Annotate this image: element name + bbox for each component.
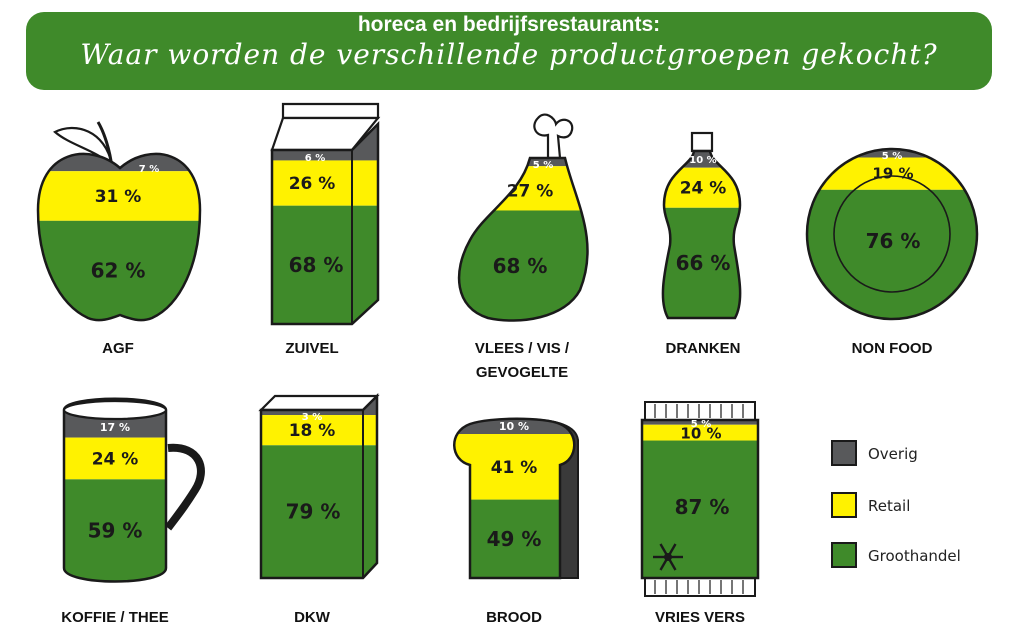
category-label: AGF [102,340,134,357]
shape-outline [661,149,742,320]
data-label-overig: 7 % [139,164,159,175]
chart-subtitle: horeca en bedrijfsrestaurants: [357,13,661,36]
category-label: DRANKEN [666,340,741,357]
shape-outline [62,397,168,583]
segment-retail [38,171,200,221]
data-label-groothandel: 49 % [487,527,542,551]
data-label-overig: 6 % [305,153,325,164]
segment-groothandel [64,479,166,582]
data-label-retail: 26 % [289,174,336,194]
segment-overig [454,418,575,434]
data-label-retail: 10 % [680,425,721,443]
segment-groothandel [272,205,378,324]
data-label-groothandel: 68 % [289,253,344,277]
data-label-groothandel: 62 % [91,258,146,282]
category-label: ZUIVEL [285,340,338,357]
segment-retail [454,434,575,500]
pictogram-agf: 7 % 31 % 62 % AGF [36,121,202,357]
data-label-retail: 41 % [491,458,538,478]
segment-retail [261,415,377,446]
shape-outline [457,156,589,322]
data-label-overig: 10 % [499,420,529,433]
data-label-overig: 3 % [302,412,322,423]
bag-top-seal [644,401,756,421]
bottle-cap [690,131,714,153]
legend-swatch-retail [831,492,857,518]
data-label-groothandel: 66 % [676,251,731,275]
category-label: NON FOOD [852,340,933,357]
pictogram-dranken: 10 % 24 % 66 % DRANKEN [661,131,742,357]
data-label-retail: 24 % [92,449,139,469]
category-label: DKW [294,609,331,626]
bone-icon [533,113,574,160]
mug-top [62,399,168,421]
data-label-groothandel: 87 % [675,495,730,519]
chart-title: Waar worden de verschillende productgroe… [80,38,938,71]
segment-groothandel [662,207,741,318]
data-label-overig: 17 % [100,421,130,434]
mug-handle [164,443,205,531]
legend: Overig Retail Groothandel [831,440,961,568]
category-label: BROOD [486,609,542,626]
data-label-retail: 31 % [95,187,142,207]
data-label-groothandel: 79 % [286,500,341,524]
legend-label-overig: Overig [868,445,918,463]
shape-outline [640,418,760,580]
pictogram-vlees: 5 % 27 % 68 % VLEES / VIS / GEVOGELTE [457,113,589,381]
pictogram-brood: 10 % 41 % 49 % BROOD [453,417,579,626]
segment-overig [807,149,977,158]
segment-retail [64,437,166,480]
legend-swatch-groothandel [831,542,857,568]
data-label-overig: 5 % [691,419,711,430]
plate-rim [833,175,951,293]
data-label-overig: 10 % [689,155,716,166]
segment-retail [272,160,378,206]
segment-groothandel [642,440,758,578]
data-label-groothandel: 59 % [88,519,143,543]
legend-swatch-overig [831,440,857,466]
title-banner: horeca en bedrijfsrestaurants: Waar word… [26,12,992,90]
segment-groothandel [807,189,977,319]
leaf-icon [53,127,114,168]
bag-bottom-seal [644,577,756,597]
box-top [258,394,380,412]
data-label-overig: 5 % [882,151,902,162]
segment-overig [642,420,758,425]
pictogram-zuivel: 6 % 26 % 68 % ZUIVEL [270,102,381,357]
data-label-overig: 5 % [533,160,553,171]
data-label-groothandel: 76 % [866,229,921,253]
category-label: VRIES VERS [655,609,745,626]
category-label-line2: GEVOGELTE [476,364,568,381]
shape-outline [453,417,576,580]
category-label: VLEES / VIS / [475,340,570,357]
data-label-groothandel: 68 % [493,254,548,278]
segment-overig [459,158,588,167]
pictogram-dkw: 3 %18 % 79 % DKW [258,392,380,626]
pictogram-nonfood: 5 % 19 % 76 % NON FOOD [805,147,979,357]
segment-groothandel [454,499,575,578]
data-label-retail: 27 % [507,181,554,201]
segment-retail [642,424,758,441]
snowflake-icon [653,543,683,571]
legend-label-retail: Retail [868,497,910,515]
segment-groothandel [459,210,588,321]
data-label-retail: 19 % [872,165,913,183]
pictogram-koffie: 17 % 24 % 59 % KOFFIE / THEE [61,397,205,626]
shape-outline [36,152,202,322]
category-label: KOFFIE / THEE [61,609,169,626]
pictogram-vries: 5 %10 % 87 % VRIES VERS [640,401,760,626]
carton-cap [281,102,380,120]
data-label-retail: 18 % [289,421,336,441]
data-label-retail: 24 % [680,179,727,199]
shape-outline [805,147,979,321]
segment-groothandel [261,445,377,578]
legend-label-groothandel: Groothandel [868,547,961,565]
